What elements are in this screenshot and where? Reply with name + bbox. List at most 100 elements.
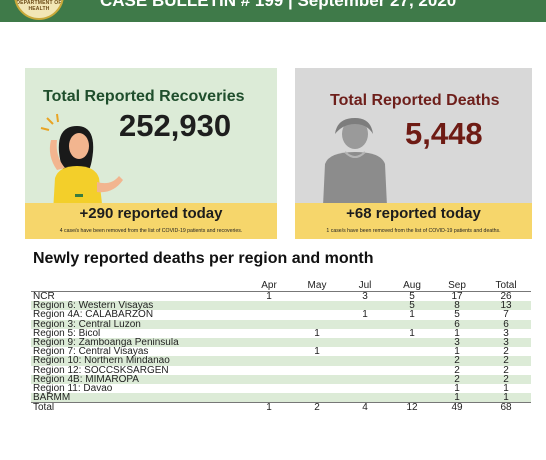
jul-cell (339, 337, 391, 348)
sep-cell: 1 (454, 347, 460, 357)
deaths-by-region-table: Apr May Jul Aug Sep Total NCR 1 3 5 17 2… (31, 279, 531, 413)
aug-cell (391, 356, 433, 366)
sep-total-cell: 49 (433, 402, 481, 413)
table-row: Region 11: Davao 1 1 (31, 384, 531, 393)
total-cell: 2 (503, 365, 509, 375)
jul-cell (339, 384, 391, 393)
sep-cell: 3 (433, 337, 481, 348)
total-cell: 13 (481, 301, 531, 311)
may-cell (295, 310, 339, 319)
column-header-may: May (307, 279, 327, 291)
header-bar: DEPARTMENT OF HEALTH CASE BULLETIN # 199… (0, 0, 546, 22)
seal-text: DEPARTMENT OF HEALTH (16, 0, 62, 12)
aug-cell (391, 347, 433, 356)
total-cell: 6 (481, 319, 531, 329)
sep-cell: 2 (433, 374, 481, 384)
apr-cell (243, 301, 295, 311)
region-cell: NCR (31, 291, 243, 302)
region-cell: Region 7: Central Visayas (33, 347, 149, 357)
region-cell: Region 12: SOCCSKSARGEN (33, 365, 169, 375)
region-cell: BARMM (31, 393, 243, 403)
jul-cell (339, 329, 391, 338)
jul-total-cell: 4 (339, 402, 391, 413)
region-cell: Region 3: Central Luzon (31, 319, 243, 329)
aug-cell: 5 (391, 291, 433, 302)
bulletin-title: CASE BULLETIN # 199 | September 27, 2020 (100, 0, 457, 10)
may-cell (295, 356, 339, 366)
recoveries-title: Total Reported Recoveries (43, 88, 245, 105)
apr-cell (243, 384, 295, 393)
apr-cell (243, 366, 295, 375)
recoveries-today: +290 reported today (79, 205, 223, 222)
woman-waving-illustration-icon (40, 113, 123, 212)
jul-cell: 3 (339, 291, 391, 302)
sep-cell: 2 (433, 356, 481, 366)
sep-cell: 6 (433, 319, 481, 329)
region-cell: Region 4B: MIMAROPA (31, 374, 243, 384)
table-total-row: Total 1 2 4 12 49 68 (31, 402, 531, 413)
jul-cell (339, 366, 391, 375)
sep-cell: 1 (454, 328, 460, 338)
table-header-row: Apr May Jul Aug Sep Total (31, 279, 531, 292)
may-total-cell: 2 (295, 402, 339, 413)
apr-cell (243, 329, 295, 338)
sep-cell: 5 (454, 310, 460, 320)
total-cell: 26 (481, 291, 531, 302)
region-cell: Region 9: Zamboanga Peninsula (31, 337, 243, 348)
doh-seal-logo: DEPARTMENT OF HEALTH (14, 0, 64, 20)
column-header-total: Total (495, 279, 517, 291)
table-row: Region 12: SOCCSKSARGEN 2 2 (31, 366, 531, 375)
jul-cell (339, 356, 391, 366)
jul-cell: 1 (362, 310, 368, 320)
total-cell: 3 (481, 337, 531, 348)
aug-cell (391, 384, 433, 393)
may-cell (295, 366, 339, 375)
region-cell: Region 10: Northern Mindanao (31, 356, 243, 366)
aug-cell (391, 374, 433, 384)
total-cell: 2 (503, 347, 509, 357)
recoveries-total: 252,930 (119, 108, 232, 143)
apr-total-cell: 1 (243, 402, 295, 413)
total-label-cell: Total (31, 402, 243, 413)
person-silhouette-illustration-icon (323, 118, 387, 206)
may-cell (295, 374, 339, 384)
aug-cell: 5 (391, 301, 433, 311)
region-cell: Region 5: Bicol (33, 328, 101, 338)
table-row: Region 4A: CALABARZON 1 1 5 7 (31, 310, 531, 319)
recoveries-note: 4 case/s have been removed from the list… (59, 228, 243, 234)
table-row: Region 3: Central Luzon 6 6 (31, 319, 531, 329)
table-row: Region 7: Central Visayas 1 1 2 (31, 347, 531, 356)
deaths-total: 5,448 (405, 116, 483, 151)
deaths-title: Total Reported Deaths (330, 92, 500, 109)
apr-cell (243, 319, 295, 329)
aug-cell: 1 (409, 310, 415, 320)
aug-total-cell: 12 (391, 402, 433, 413)
aug-cell (391, 393, 433, 403)
apr-cell (243, 393, 295, 403)
deaths-today: +68 reported today (346, 205, 481, 222)
region-cell: Region 11: Davao (33, 383, 113, 394)
recoveries-today-band: +290 reported today 4 case/s have been r… (25, 203, 277, 239)
recoveries-card: Total Reported Recoveries 252,930 +290 r… (25, 68, 277, 239)
total-cell: 1 (481, 393, 531, 403)
jul-cell (339, 301, 391, 311)
column-header-sep: Sep (448, 279, 466, 291)
aug-cell (391, 366, 433, 375)
may-cell (295, 393, 339, 403)
may-cell (295, 301, 339, 311)
sep-cell: 8 (433, 301, 481, 311)
sep-cell: 1 (433, 393, 481, 403)
table-row: NCR 1 3 5 17 26 (31, 291, 531, 302)
may-cell (295, 291, 339, 302)
may-cell: 1 (314, 328, 320, 338)
deaths-card: Total Reported Deaths 5,448 +68 reported… (295, 68, 532, 239)
total-cell: 1 (503, 383, 509, 394)
may-cell (295, 319, 339, 329)
total-cell: 7 (503, 310, 509, 320)
grand-total-cell: 68 (481, 402, 531, 413)
column-header-jul: Jul (358, 279, 372, 291)
apr-cell (243, 337, 295, 348)
region-cell: Region 6: Western Visayas (31, 301, 243, 311)
total-cell: 2 (481, 356, 531, 366)
column-header-aug: Aug (403, 279, 421, 291)
